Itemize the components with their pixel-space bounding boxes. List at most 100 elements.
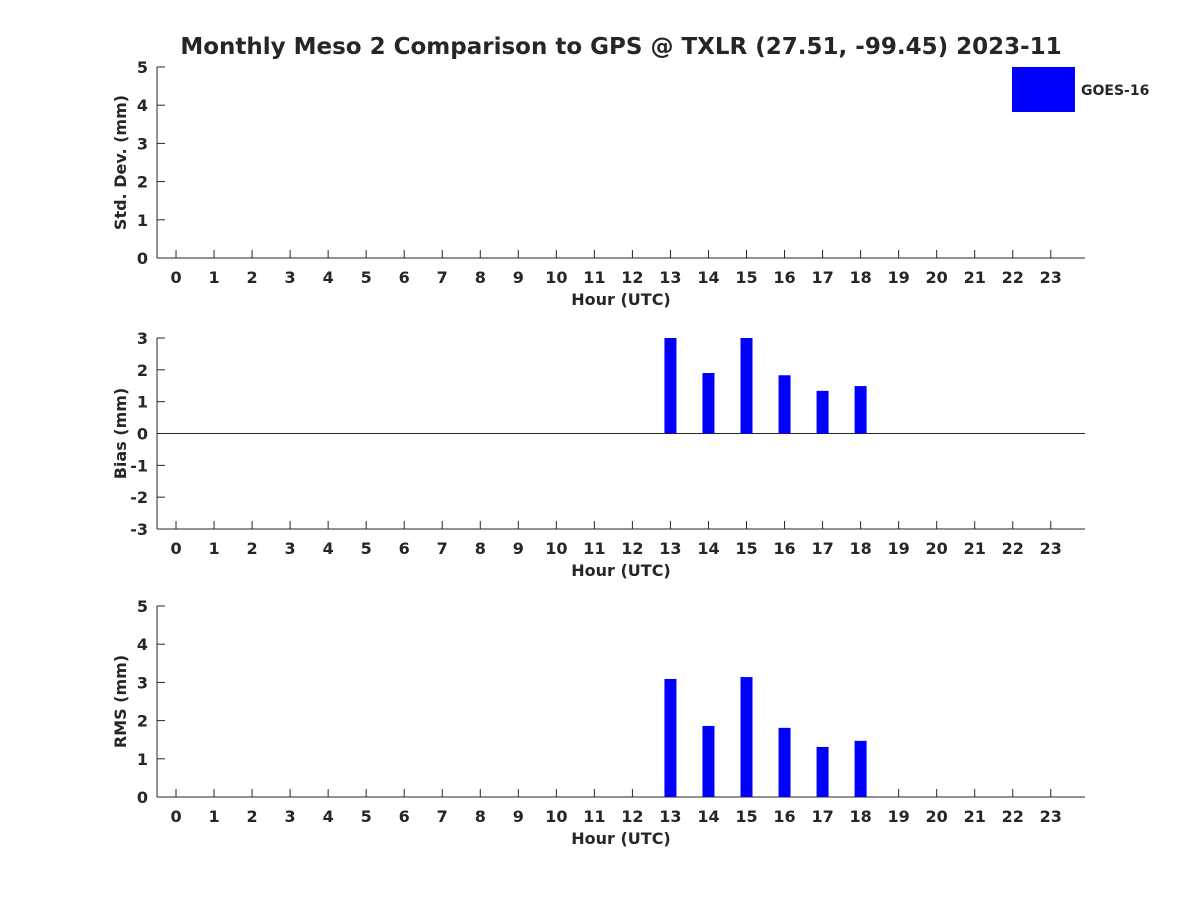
y-tick-label: 3 bbox=[137, 329, 148, 348]
x-tick-label: 20 bbox=[926, 807, 948, 826]
x-tick-label: 3 bbox=[285, 807, 296, 826]
x-tick-label: 6 bbox=[399, 539, 410, 558]
x-tick-label: 5 bbox=[361, 268, 372, 287]
y-tick-label: 4 bbox=[137, 96, 148, 115]
x-tick-label: 8 bbox=[475, 268, 486, 287]
x-tick-label: 2 bbox=[247, 539, 258, 558]
x-tick-label: 13 bbox=[659, 539, 681, 558]
y-tick-label: 5 bbox=[137, 58, 148, 77]
x-tick-label: 9 bbox=[513, 268, 524, 287]
x-tick-label: 18 bbox=[849, 268, 871, 287]
x-tick-label: 12 bbox=[621, 539, 643, 558]
x-tick-label: 18 bbox=[849, 539, 871, 558]
x-tick-label: 0 bbox=[170, 268, 181, 287]
x-tick-label: 10 bbox=[545, 539, 567, 558]
y-tick-label: 0 bbox=[137, 788, 148, 807]
y-tick-label: 2 bbox=[137, 361, 148, 380]
x-axis-label: Hour (UTC) bbox=[571, 290, 671, 309]
bar-hour-13 bbox=[664, 338, 677, 434]
x-tick-label: 23 bbox=[1040, 268, 1062, 287]
x-tick-label: 15 bbox=[735, 539, 757, 558]
x-axis-label: Hour (UTC) bbox=[571, 829, 671, 848]
x-tick-label: 16 bbox=[773, 268, 795, 287]
x-tick-label: 9 bbox=[513, 539, 524, 558]
bar-hour-17 bbox=[816, 746, 829, 797]
x-tick-label: 11 bbox=[583, 539, 605, 558]
x-tick-label: 3 bbox=[285, 268, 296, 287]
x-tick-label: 10 bbox=[545, 807, 567, 826]
y-tick-label: 0 bbox=[137, 249, 148, 268]
x-tick-label: 21 bbox=[964, 807, 986, 826]
x-axis-label: Hour (UTC) bbox=[571, 561, 671, 580]
y-tick-label: 1 bbox=[137, 393, 148, 412]
x-tick-label: 23 bbox=[1040, 807, 1062, 826]
x-tick-label: 5 bbox=[361, 539, 372, 558]
x-tick-label: 4 bbox=[323, 268, 334, 287]
x-tick-label: 6 bbox=[399, 268, 410, 287]
x-tick-label: 11 bbox=[583, 807, 605, 826]
x-tick-label: 0 bbox=[170, 539, 181, 558]
y-tick-label: -3 bbox=[130, 520, 148, 539]
bar-hour-18 bbox=[854, 386, 867, 434]
x-tick-label: 4 bbox=[323, 807, 334, 826]
x-tick-label: 1 bbox=[208, 268, 219, 287]
legend-swatch-goes-16 bbox=[1012, 67, 1075, 112]
x-tick-label: 1 bbox=[208, 539, 219, 558]
x-tick-label: 20 bbox=[926, 539, 948, 558]
y-tick-label: -1 bbox=[130, 456, 148, 475]
x-tick-label: 4 bbox=[323, 539, 334, 558]
bar-hour-17 bbox=[816, 390, 829, 434]
x-tick-label: 9 bbox=[513, 807, 524, 826]
x-tick-label: 22 bbox=[1002, 539, 1024, 558]
x-tick-label: 17 bbox=[811, 268, 833, 287]
x-tick-label: 21 bbox=[964, 539, 986, 558]
y-tick-label: 3 bbox=[137, 673, 148, 692]
bar-hour-18 bbox=[854, 740, 867, 797]
bar-hour-16 bbox=[778, 375, 791, 434]
x-tick-label: 7 bbox=[437, 807, 448, 826]
bar-hour-14 bbox=[702, 725, 715, 797]
y-tick-label: 0 bbox=[137, 425, 148, 444]
x-tick-label: 17 bbox=[811, 539, 833, 558]
x-tick-label: 14 bbox=[697, 268, 719, 287]
y-axis-label: Std. Dev. (mm) bbox=[111, 95, 130, 230]
x-tick-label: 13 bbox=[659, 268, 681, 287]
x-tick-label: 17 bbox=[811, 807, 833, 826]
x-tick-label: 19 bbox=[888, 807, 910, 826]
x-tick-label: 2 bbox=[247, 268, 258, 287]
x-tick-label: 15 bbox=[735, 807, 757, 826]
x-tick-label: 5 bbox=[361, 807, 372, 826]
x-tick-label: 12 bbox=[621, 268, 643, 287]
legend-label-goes-16: GOES-16 bbox=[1081, 83, 1149, 99]
x-tick-label: 7 bbox=[437, 268, 448, 287]
x-tick-label: 10 bbox=[545, 268, 567, 287]
x-tick-label: 3 bbox=[285, 539, 296, 558]
x-tick-label: 16 bbox=[773, 807, 795, 826]
y-axis-label: RMS (mm) bbox=[111, 655, 130, 748]
x-tick-label: 16 bbox=[773, 539, 795, 558]
x-tick-label: 19 bbox=[888, 539, 910, 558]
x-tick-label: 6 bbox=[399, 807, 410, 826]
y-tick-label: -2 bbox=[130, 488, 148, 507]
y-tick-label: 1 bbox=[137, 750, 148, 769]
x-tick-label: 20 bbox=[926, 268, 948, 287]
x-tick-label: 15 bbox=[735, 268, 757, 287]
bar-hour-15 bbox=[740, 677, 753, 797]
y-tick-label: 5 bbox=[137, 597, 148, 616]
x-tick-label: 23 bbox=[1040, 539, 1062, 558]
x-tick-label: 8 bbox=[475, 807, 486, 826]
x-tick-label: 0 bbox=[170, 807, 181, 826]
y-tick-label: 2 bbox=[137, 712, 148, 731]
x-tick-label: 1 bbox=[208, 807, 219, 826]
x-tick-label: 18 bbox=[849, 807, 871, 826]
y-tick-label: 2 bbox=[137, 173, 148, 192]
x-tick-label: 22 bbox=[1002, 268, 1024, 287]
y-tick-label: 4 bbox=[137, 635, 148, 654]
x-tick-label: 14 bbox=[697, 807, 719, 826]
x-tick-label: 19 bbox=[888, 268, 910, 287]
chart-title: Monthly Meso 2 Comparison to GPS @ TXLR … bbox=[180, 34, 1061, 60]
y-axis-label: Bias (mm) bbox=[111, 388, 130, 480]
x-tick-label: 12 bbox=[621, 807, 643, 826]
